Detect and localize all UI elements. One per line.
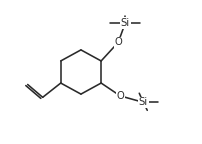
Text: O: O [116,91,124,101]
Text: Si: Si [121,18,130,28]
Text: Si: Si [139,97,148,107]
Text: O: O [114,37,122,47]
